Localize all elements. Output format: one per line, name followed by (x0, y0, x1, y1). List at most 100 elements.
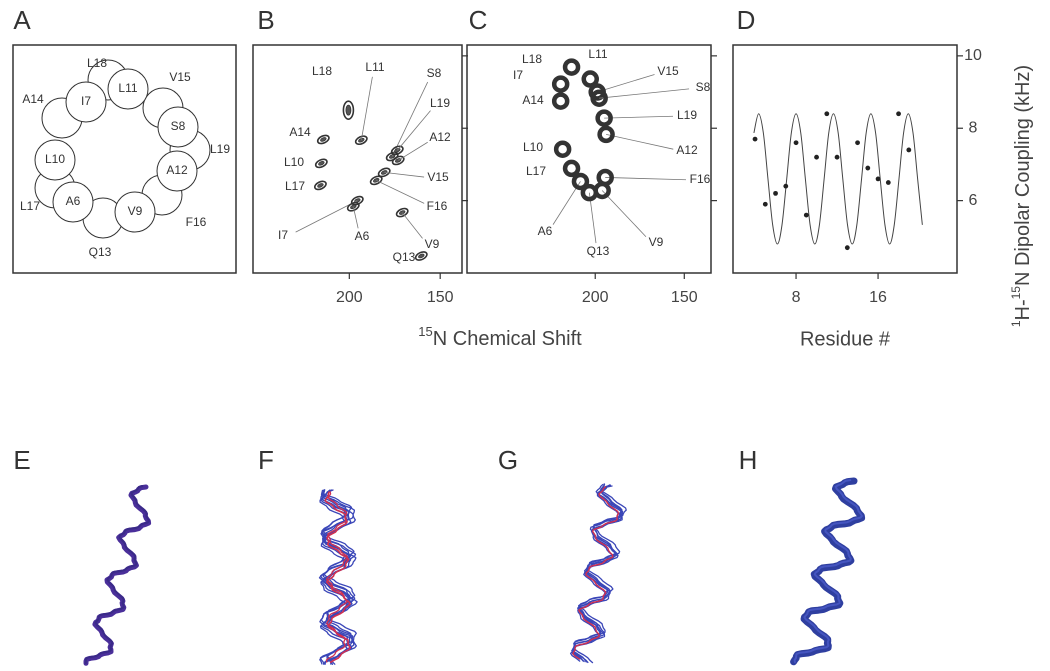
peak-label: L18 (312, 64, 332, 78)
residue-label: V9 (128, 204, 143, 218)
resonance-label: L17 (526, 164, 546, 178)
leader-line (604, 115, 674, 119)
title-part: 15 (418, 324, 432, 339)
data-point (834, 154, 840, 160)
residue-label: L17 (20, 199, 40, 213)
resonance-marker (551, 92, 570, 110)
peak-contour (346, 201, 360, 212)
peak-contour (390, 145, 404, 156)
peak-contour (414, 251, 428, 261)
helix-trace (572, 483, 623, 663)
x-tick-label: 8 (792, 289, 801, 306)
residue-label: F16 (186, 215, 207, 229)
title-part: N Dipolar Coupling (kHz) (1012, 65, 1034, 286)
peak-label: L11 (365, 60, 384, 74)
peak-label: I7 (278, 228, 288, 242)
resonance-marker (597, 125, 615, 144)
data-point (885, 180, 891, 185)
leader-line (605, 177, 687, 181)
peak-contour (317, 183, 324, 188)
data-point (793, 140, 799, 146)
resonance-marker (581, 70, 599, 88)
x-tick-label: 150 (427, 289, 454, 306)
leader-line (396, 110, 431, 151)
panel-b-frame (252, 44, 463, 274)
peak-contour (395, 207, 409, 218)
wheel-circle (65, 81, 107, 123)
residue-label: L10 (45, 152, 65, 166)
residue-label: A12 (166, 163, 188, 177)
residue-label: L18 (87, 56, 107, 70)
helix-trace (325, 491, 348, 663)
y-axis-title: 1H-15N Dipolar Coupling (kHz) (1009, 65, 1034, 327)
peak-contour (318, 161, 325, 166)
peak-contour (316, 134, 330, 145)
residue-label: A6 (66, 194, 81, 208)
peak-contour (313, 180, 327, 191)
panel-d-frame (732, 44, 958, 274)
leader-line (360, 76, 373, 141)
data-point (855, 140, 860, 146)
residue-label: V15 (169, 70, 191, 84)
resonance-label: A12 (676, 143, 698, 157)
panel-label: D (737, 5, 756, 35)
panel-label: C (469, 5, 488, 35)
leader-line (597, 74, 655, 93)
x-axis-title: Residue # (800, 328, 891, 350)
wheel-circle (114, 191, 156, 233)
panel-label: G (498, 445, 518, 475)
data-point (752, 136, 758, 142)
resonance-label: V9 (649, 235, 664, 249)
peak-label: V9 (425, 237, 440, 251)
peak-contour (391, 155, 405, 166)
panel-label: E (13, 445, 30, 475)
peak-label: L19 (430, 96, 450, 110)
resonance-label: I7 (513, 68, 523, 82)
title-part: 15 (1009, 286, 1023, 300)
peak-label: S8 (427, 66, 442, 80)
data-point (814, 154, 819, 160)
title-part: N Chemical Shift (433, 328, 582, 350)
helix-trace (573, 483, 627, 664)
peak-label: L17 (285, 179, 305, 193)
leader-line (606, 133, 674, 150)
peak-contour (418, 253, 425, 259)
peak-label: A6 (355, 229, 370, 243)
leader-line (599, 88, 690, 99)
resonance-marker (553, 140, 572, 158)
resonance-marker (562, 58, 581, 76)
x-tick-label: 16 (869, 289, 887, 306)
peak-contour (320, 137, 327, 142)
leader-line (397, 141, 428, 161)
peak-label: A12 (429, 130, 451, 144)
title-part: 1 (1009, 320, 1023, 327)
fit-curve (753, 113, 923, 245)
leader-line (376, 179, 425, 204)
y-tick-label: 6 (969, 192, 978, 209)
peak-contour (345, 104, 352, 116)
resonance-marker (571, 172, 590, 191)
y-tick-label: 8 (969, 119, 978, 136)
data-point (896, 111, 901, 117)
peak-contour (342, 100, 355, 120)
peak-contour (377, 167, 391, 178)
wheel-circle (157, 106, 199, 148)
peak-label: V15 (427, 170, 449, 184)
wheel-circle (156, 150, 198, 192)
y-tick-label: 10 (964, 47, 982, 64)
helix-trace (318, 489, 352, 665)
residue-label: I7 (81, 94, 91, 108)
data-point (783, 183, 789, 189)
helix-trace (84, 485, 151, 665)
resonance-marker (551, 75, 570, 93)
data-point (773, 190, 778, 196)
residue-label: Q13 (89, 245, 112, 259)
wheel-circle (107, 68, 149, 110)
wheel-circle (52, 181, 94, 223)
resonance-marker (590, 89, 608, 107)
leader-line (401, 212, 423, 239)
leader-line (295, 200, 358, 233)
data-point (906, 147, 912, 153)
peak-contour (354, 135, 368, 146)
wheel-circle (34, 139, 76, 181)
